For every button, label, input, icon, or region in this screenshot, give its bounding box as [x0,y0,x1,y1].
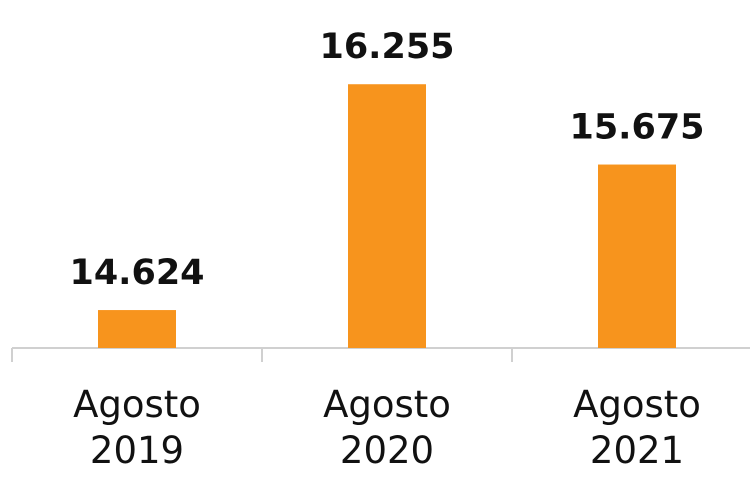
value-label: 15.675 [569,108,704,148]
bar [348,84,426,348]
bar [98,310,176,348]
x-tick-label: Agosto 2020 [323,383,451,472]
value-label: 16.255 [319,27,454,67]
x-tick-label: Agosto 2021 [573,383,701,472]
x-tick-label: Agosto 2019 [73,383,201,472]
bar [598,164,676,348]
value-label: 14.624 [69,253,204,293]
